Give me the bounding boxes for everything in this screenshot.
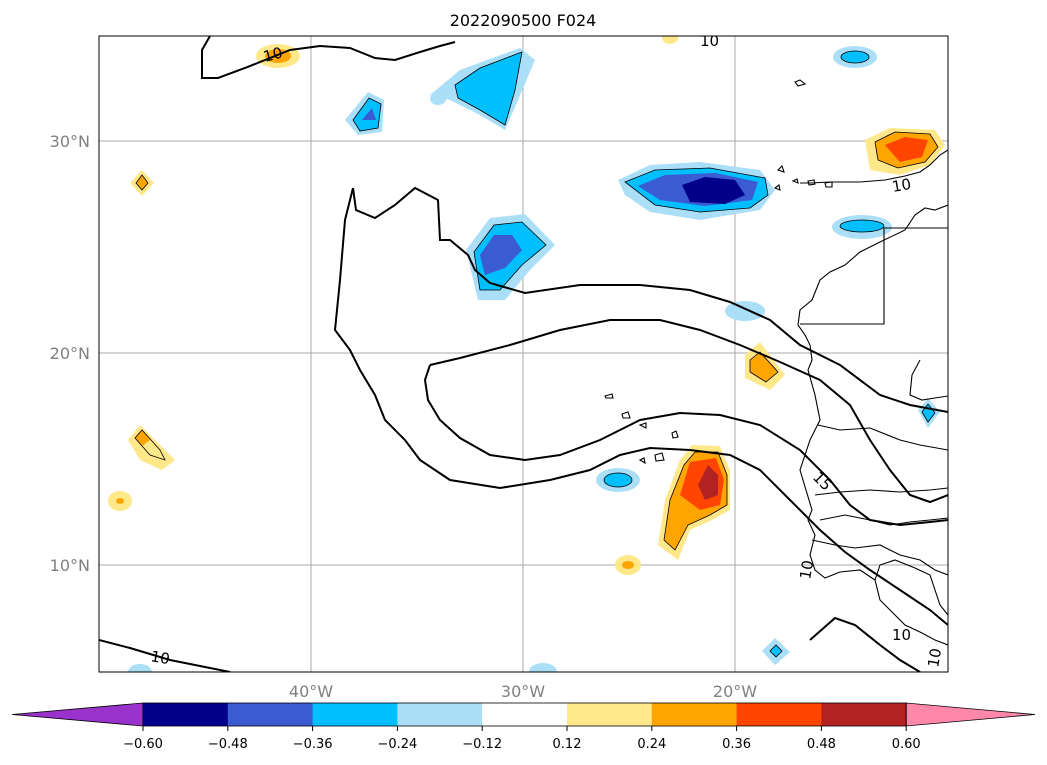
- blob-south-blue: [596, 468, 640, 492]
- blob-bottom-left-blue: [128, 664, 152, 672]
- colorbar-frame: [142, 702, 907, 727]
- blob-canary-blue: [832, 215, 892, 239]
- colorbar-segment: [821, 703, 907, 726]
- blob-coast-orange: [745, 342, 785, 390]
- blob-bottom-center-blue: [529, 663, 557, 672]
- lon-label-40w: 40°W: [289, 682, 333, 701]
- blob-small-blue-2: [725, 301, 765, 321]
- colorbar-segment: [651, 703, 738, 726]
- colorbar-segment: [567, 703, 653, 726]
- contour-label-bottom-left: 10: [149, 647, 171, 668]
- colorbar-tick-label: 0.36: [722, 737, 751, 752]
- blob-mid-west-blue: [466, 214, 555, 300]
- colorbar-segment: [397, 703, 483, 726]
- map-frame: [98, 35, 949, 673]
- blob-top-center: [662, 36, 678, 44]
- lon-label-30w: 30°W: [501, 682, 545, 701]
- thick-contours: [99, 36, 948, 672]
- longitude-labels: 40°W 30°W 20°W: [289, 682, 757, 701]
- map-area: 10 10 10 10 15 10 10 10: [99, 32, 948, 672]
- colorbar-tick-label: 0.60: [892, 737, 921, 752]
- contour-label-west-africa-10: 10: [796, 559, 817, 581]
- colorbar: −0.60 −0.48 −0.36 −0.24 −0.12 0.12 0.24 0.36 0.4…: [11, 702, 1036, 752]
- thin-contours: [134, 50, 939, 658]
- contour-label-se-10b: 10: [924, 647, 945, 669]
- lat-label-30n: 30°N: [50, 132, 90, 151]
- coastline: [604, 79, 948, 646]
- colorbar-tick-label: −0.12: [462, 737, 502, 752]
- colorbar-segment: [736, 703, 822, 726]
- colorbar-tick-label: −0.24: [377, 737, 417, 752]
- map-title: 2022090500 F024: [450, 11, 597, 30]
- colorbar-segment: [227, 703, 314, 726]
- blob-east-orange: [865, 128, 945, 175]
- colorbar-tick-label: 0.48: [807, 737, 836, 752]
- contour-label-top-center: 10: [700, 32, 719, 50]
- colorbar-extend-low: [11, 702, 144, 727]
- lon-label-20w: 20°W: [713, 682, 757, 701]
- blob-nw-blue: [345, 92, 384, 135]
- contour-label-canary: 10: [891, 175, 913, 196]
- colorbar-segment: [312, 703, 398, 726]
- lat-label-20n: 20°N: [50, 344, 90, 363]
- colorbar-extend-high: [905, 702, 1036, 727]
- colorbar-tick-label: 0.12: [553, 737, 582, 752]
- blob-ne-blue: [833, 46, 877, 68]
- colorbar-segment: [482, 703, 568, 726]
- latitude-labels: 30°N 20°N 10°N: [50, 132, 90, 575]
- colorbar-tick-label: −0.60: [123, 737, 163, 752]
- blob-west-13n: [108, 491, 132, 511]
- contour-label-se-10: 10: [892, 626, 911, 644]
- colorbar-tick-label: −0.36: [293, 737, 333, 752]
- blob-small-blue: [430, 93, 446, 105]
- colorbar-segment: [143, 703, 229, 726]
- gridlines: [99, 36, 948, 672]
- blob-north-blue: [430, 48, 535, 130]
- contour-label-top-left: 10: [261, 44, 284, 66]
- lat-label-10n: 10°N: [50, 556, 90, 575]
- colorbar-tick-label: −0.48: [208, 737, 248, 752]
- colorbar-tick-label: 0.24: [637, 737, 666, 752]
- filled-contours: [108, 36, 945, 672]
